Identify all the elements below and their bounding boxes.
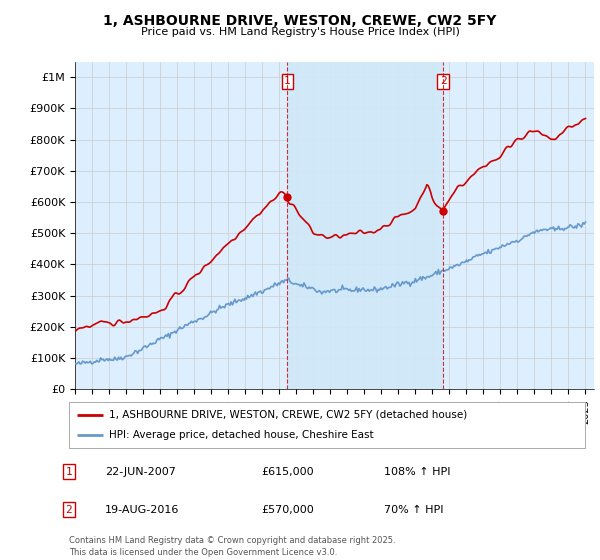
Text: Contains HM Land Registry data © Crown copyright and database right 2025.
This d: Contains HM Land Registry data © Crown c…	[69, 536, 395, 557]
Text: 1, ASHBOURNE DRIVE, WESTON, CREWE, CW2 5FY (detached house): 1, ASHBOURNE DRIVE, WESTON, CREWE, CW2 5…	[109, 410, 467, 420]
Text: 2: 2	[440, 76, 446, 86]
Text: Price paid vs. HM Land Registry's House Price Index (HPI): Price paid vs. HM Land Registry's House …	[140, 27, 460, 37]
Text: 22-JUN-2007: 22-JUN-2007	[105, 466, 176, 477]
Text: £615,000: £615,000	[261, 466, 314, 477]
Text: 2: 2	[65, 505, 73, 515]
Text: 1: 1	[65, 466, 73, 477]
Text: 70% ↑ HPI: 70% ↑ HPI	[384, 505, 443, 515]
Text: HPI: Average price, detached house, Cheshire East: HPI: Average price, detached house, Ches…	[109, 430, 374, 440]
Text: 1, ASHBOURNE DRIVE, WESTON, CREWE, CW2 5FY: 1, ASHBOURNE DRIVE, WESTON, CREWE, CW2 5…	[103, 14, 497, 28]
Text: 19-AUG-2016: 19-AUG-2016	[105, 505, 179, 515]
Text: £570,000: £570,000	[261, 505, 314, 515]
Text: 108% ↑ HPI: 108% ↑ HPI	[384, 466, 451, 477]
Bar	[287, 62, 443, 389]
Text: 1: 1	[284, 76, 290, 86]
